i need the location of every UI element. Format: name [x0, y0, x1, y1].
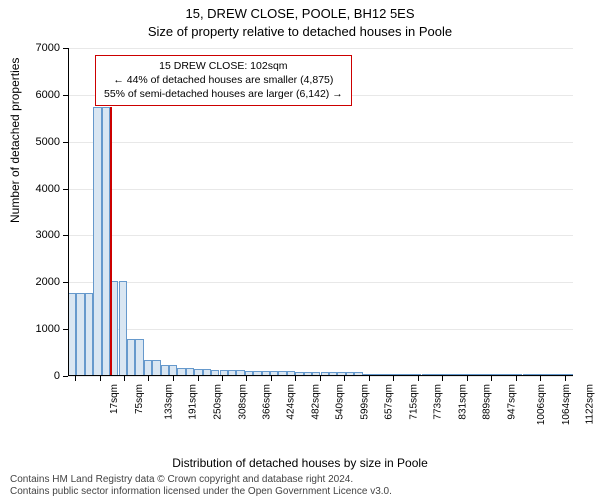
x-axis-line — [68, 375, 573, 376]
y-tick-label: 3000 — [10, 229, 60, 241]
x-tick-mark — [565, 376, 566, 381]
annotation-box: 15 DREW CLOSE: 102sqm ← 44% of detached … — [95, 55, 352, 106]
histogram-bar — [93, 107, 101, 376]
y-tick-mark — [63, 376, 68, 377]
x-tick-mark — [75, 376, 76, 381]
x-tick-label: 599sqm — [360, 384, 371, 420]
x-tick-mark — [369, 376, 370, 381]
x-tick-mark — [173, 376, 174, 381]
y-tick-label: 2000 — [10, 276, 60, 288]
histogram-bar — [68, 293, 76, 376]
x-tick-label: 191sqm — [188, 384, 199, 420]
y-tick-label: 5000 — [10, 136, 60, 148]
x-tick-mark — [418, 376, 419, 381]
x-tick-mark — [246, 376, 247, 381]
gridline — [68, 48, 573, 49]
y-axis-line — [68, 48, 69, 376]
histogram-bar — [76, 293, 84, 376]
x-tick-label: 715sqm — [408, 384, 419, 420]
gridline — [68, 142, 573, 143]
x-tick-label: 947sqm — [506, 384, 517, 420]
y-tick-label: 1000 — [10, 323, 60, 335]
footer-attribution: Contains HM Land Registry data © Crown c… — [10, 474, 392, 498]
x-tick-label: 133sqm — [164, 384, 175, 420]
histogram-bar — [152, 360, 160, 376]
y-tick-label: 6000 — [10, 89, 60, 101]
x-tick-label: 308sqm — [237, 384, 248, 420]
y-tick-label: 7000 — [10, 42, 60, 54]
y-tick-label: 0 — [10, 370, 60, 382]
property-marker-line — [110, 107, 112, 376]
x-tick-label: 482sqm — [310, 384, 321, 420]
chart-subtitle: Size of property relative to detached ho… — [0, 24, 600, 39]
chart-container: 15, DREW CLOSE, POOLE, BH12 5ES Size of … — [0, 0, 600, 500]
histogram-bar — [127, 339, 135, 376]
gridline — [68, 282, 573, 283]
x-tick-mark — [393, 376, 394, 381]
x-tick-label: 424sqm — [286, 384, 297, 420]
x-tick-label: 1122sqm — [585, 384, 596, 424]
histogram-bar — [144, 360, 152, 376]
x-tick-label: 75sqm — [134, 384, 145, 414]
gridline — [68, 189, 573, 190]
x-tick-mark — [491, 376, 492, 381]
x-tick-mark — [540, 376, 541, 381]
histogram-bar — [135, 339, 143, 376]
gridline — [68, 235, 573, 236]
x-tick-mark — [320, 376, 321, 381]
x-ticks: 17sqm 75sqm 133sqm 191sqm 250sqm 308sqm 366sqm… — [68, 376, 573, 436]
y-tick-label: 4000 — [10, 183, 60, 195]
x-tick-mark — [467, 376, 468, 381]
x-tick-mark — [295, 376, 296, 381]
x-tick-label: 1064sqm — [561, 384, 572, 425]
x-tick-label: 889sqm — [482, 384, 493, 420]
x-axis-label: Distribution of detached houses by size … — [0, 456, 600, 470]
histogram-bar — [102, 107, 110, 376]
footer-line-1: Contains HM Land Registry data © Crown c… — [10, 474, 392, 486]
x-tick-label: 540sqm — [335, 384, 346, 420]
x-tick-mark — [442, 376, 443, 381]
x-tick-mark — [148, 376, 149, 381]
chart-address-title: 15, DREW CLOSE, POOLE, BH12 5ES — [0, 6, 600, 21]
x-tick-mark — [124, 376, 125, 381]
x-tick-mark — [516, 376, 517, 381]
x-tick-label: 657sqm — [384, 384, 395, 420]
footer-line-2: Contains public sector information licen… — [10, 486, 392, 498]
gridline — [68, 329, 573, 330]
annotation-line-3: 55% of semi-detached houses are larger (… — [104, 87, 343, 101]
x-tick-label: 250sqm — [213, 384, 224, 420]
annotation-line-1: 15 DREW CLOSE: 102sqm — [104, 59, 343, 73]
x-tick-mark — [198, 376, 199, 381]
x-tick-label: 773sqm — [433, 384, 444, 420]
x-tick-label: 831sqm — [457, 384, 468, 420]
x-tick-mark — [100, 376, 101, 381]
histogram-bar — [119, 281, 127, 376]
annotation-line-2: ← 44% of detached houses are smaller (4,… — [104, 73, 343, 87]
x-tick-mark — [271, 376, 272, 381]
x-tick-label: 366sqm — [262, 384, 273, 420]
x-tick-label: 1006sqm — [536, 384, 547, 425]
x-tick-mark — [344, 376, 345, 381]
x-tick-mark — [222, 376, 223, 381]
x-tick-label: 17sqm — [109, 384, 120, 414]
histogram-bar — [85, 293, 93, 376]
